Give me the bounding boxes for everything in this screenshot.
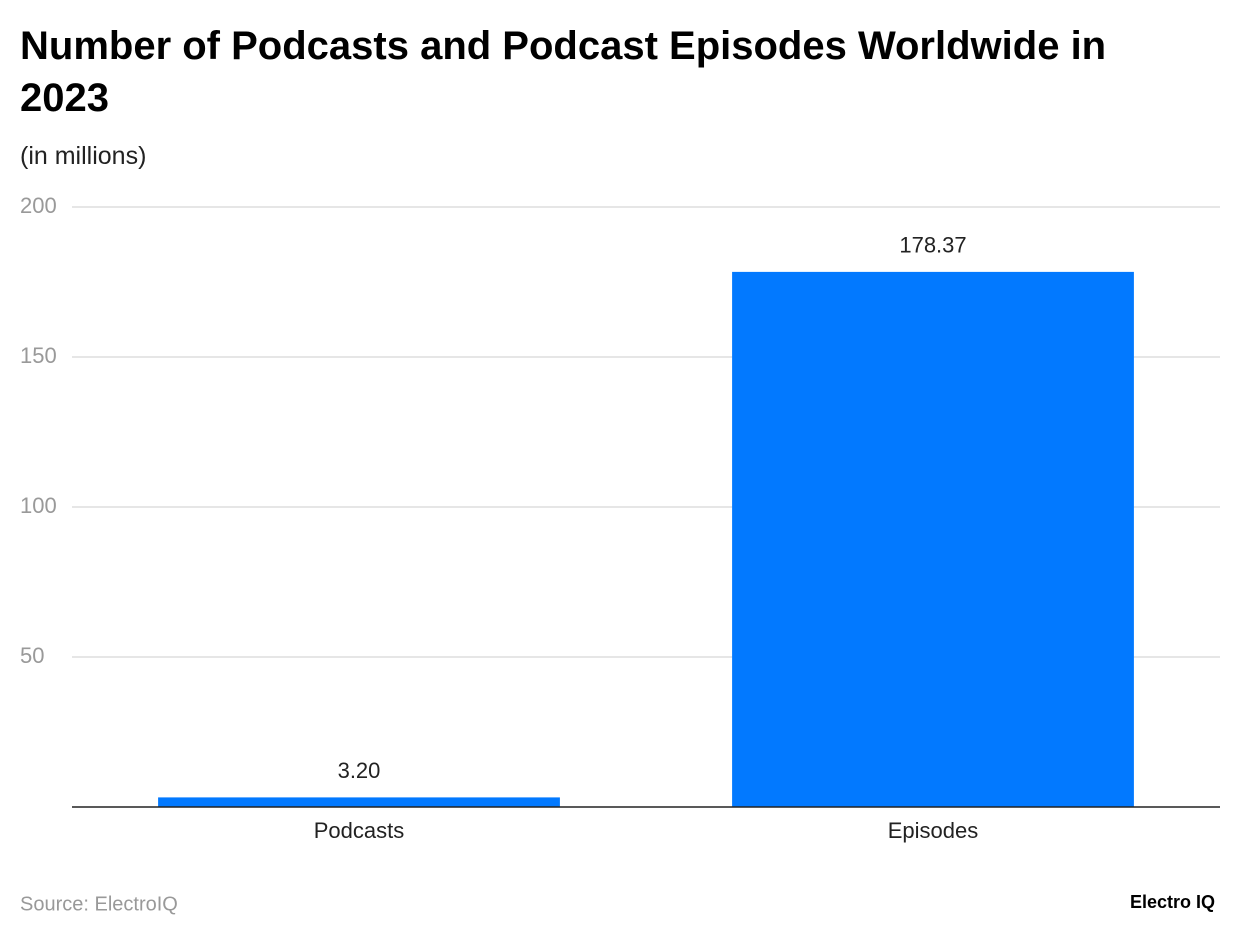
- y-tick-label: 150: [20, 343, 57, 368]
- value-label: 3.20: [338, 758, 381, 783]
- value-label: 178.37: [899, 233, 966, 258]
- x-tick-label: Podcasts: [314, 818, 405, 843]
- chart-title: Number of Podcasts and Podcast Episodes …: [20, 24, 1107, 120]
- source: Source: ElectroIQ: [20, 893, 178, 915]
- logo: Electro IQ: [1130, 892, 1215, 912]
- y-tick-label: 50: [20, 643, 44, 668]
- bar: [732, 271, 1134, 807]
- chart-subtitle: (in millions): [20, 142, 147, 170]
- x-tick-label: Episodes: [888, 818, 979, 843]
- y-tick-label: 100: [20, 493, 57, 518]
- bar: [158, 797, 560, 807]
- y-tick-label: 200: [20, 193, 57, 218]
